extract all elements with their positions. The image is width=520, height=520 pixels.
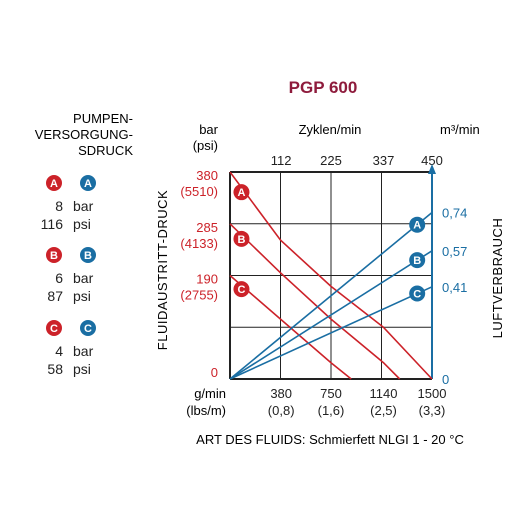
left-axis-tick-sub-label: (4133) bbox=[180, 236, 218, 251]
legend-bar-unit: bar bbox=[73, 270, 94, 286]
legend-heading-line-3: SDRUCK bbox=[78, 143, 133, 158]
chart-title: PGP 600 bbox=[289, 78, 358, 97]
top-axis-tick-label: 225 bbox=[320, 153, 342, 168]
x-axis-tick-sub-label: (1,6) bbox=[318, 403, 345, 418]
x-axis-tick-label: 1140 bbox=[370, 386, 398, 401]
x-axis-tick-sub-label: (2,5) bbox=[370, 403, 397, 418]
legend-item-b-red-marker-label: B bbox=[50, 250, 58, 262]
legend-bar-unit: bar bbox=[73, 343, 94, 359]
legend-psi-value: 58 bbox=[47, 361, 63, 377]
air-curve-a bbox=[229, 211, 433, 380]
air-curve-b-marker bbox=[409, 252, 426, 269]
legend-item-a-blue-marker-label: A bbox=[84, 178, 92, 190]
right-axis-arrow bbox=[428, 164, 436, 174]
legend-bar-value: 4 bbox=[55, 343, 63, 359]
air-curve-c bbox=[229, 286, 433, 380]
x-axis-tick-sub-label: (0,8) bbox=[268, 403, 295, 418]
left-axis-tick-sub-label: (5510) bbox=[180, 184, 218, 199]
left-axis-unit-bar: bar bbox=[199, 122, 218, 137]
left-axis-unit-psi: (psi) bbox=[193, 138, 218, 153]
legend-item-b-red-marker bbox=[46, 247, 62, 263]
left-axis-tick-label: 285 bbox=[196, 220, 218, 235]
legend-bar-value: 6 bbox=[55, 270, 63, 286]
top-axis-tick-label: 337 bbox=[373, 153, 395, 168]
x-axis-tick-label: 380 bbox=[270, 386, 292, 401]
pressure-curve-c-marker-label: C bbox=[237, 284, 245, 296]
right-axis-tick-label: 0 bbox=[442, 372, 449, 387]
legend-item-c-red-marker-label: C bbox=[50, 323, 58, 335]
pressure-curve-a-marker-label: A bbox=[237, 187, 245, 199]
x-axis-tick-sub-label: (3,3) bbox=[419, 403, 446, 418]
air-curve-a-marker-label: A bbox=[413, 220, 421, 232]
left-axis-tick-label: 380 bbox=[196, 168, 218, 183]
pressure-curve-b-marker-label: B bbox=[237, 234, 245, 246]
pressure-curve-a-marker bbox=[233, 184, 250, 201]
pressure-curve-b bbox=[229, 223, 401, 380]
right-axis-title: LUFTVERBRAUCH bbox=[490, 218, 505, 339]
fluid-type-footnote: ART DES FLUIDS: Schmierfett NLGI 1 - 20 … bbox=[196, 432, 464, 447]
pressure-curve-c bbox=[229, 274, 352, 380]
x-axis-tick-label: 1500 bbox=[418, 386, 447, 401]
left-axis-tick-label: 0 bbox=[211, 365, 218, 380]
legend-psi-unit: psi bbox=[73, 288, 91, 304]
legend-item-c-blue-marker-label: C bbox=[84, 323, 92, 335]
right-axis-tick-label: 0,57 bbox=[442, 244, 467, 259]
legend-psi-value: 116 bbox=[41, 216, 64, 232]
left-axis-tick-sub-label: (2755) bbox=[180, 288, 218, 303]
x-axis-unit-lbs: (lbs/m) bbox=[186, 403, 226, 418]
x-axis-tick-label: 750 bbox=[320, 386, 342, 401]
pressure-curve-a bbox=[229, 171, 433, 380]
air-curve-a-marker bbox=[409, 216, 426, 233]
left-axis-tick-label: 190 bbox=[196, 272, 218, 287]
pressure-curve-b-marker bbox=[233, 230, 250, 247]
legend-psi-unit: psi bbox=[73, 361, 91, 377]
chart-dynamic-layer: 112 225 337 450 380 (0,8) 750 (1,6) 1140 (2,5) 150… bbox=[41, 153, 468, 418]
legend-item-b-blue-marker-label: B bbox=[84, 250, 92, 262]
legend-item-a-blue-marker bbox=[80, 175, 96, 191]
top-axis-tick-label: 450 bbox=[421, 153, 443, 168]
legend-psi-value: 87 bbox=[47, 288, 63, 304]
legend-item-a-red-marker bbox=[46, 175, 62, 191]
top-axis-tick-label: 112 bbox=[271, 153, 292, 168]
legend-bar-value: 8 bbox=[55, 198, 63, 214]
right-axis-tick-label: 0,74 bbox=[442, 206, 467, 221]
legend-item-c-red-marker bbox=[46, 320, 62, 336]
legend-item-b-blue-marker bbox=[80, 247, 96, 263]
legend-heading-line-2: VERSORGUNG- bbox=[35, 127, 133, 142]
air-curve-c-marker bbox=[409, 285, 426, 302]
right-axis-unit: m³/min bbox=[440, 122, 480, 137]
air-curve-b-marker-label: B bbox=[413, 255, 421, 267]
air-curve-b bbox=[229, 250, 433, 380]
legend-item-a-red-marker-label: A bbox=[50, 178, 58, 190]
right-axis-tick-label: 0,41 bbox=[442, 280, 467, 295]
legend-item-c-blue-marker bbox=[80, 320, 96, 336]
legend-heading-line-1: PUMPEN- bbox=[73, 111, 133, 126]
legend-psi-unit: psi bbox=[73, 216, 91, 232]
top-axis-label: Zyklen/min bbox=[299, 122, 362, 137]
air-curve-c-marker-label: C bbox=[413, 289, 421, 301]
left-axis-title: FLUIDAUSTRITT-DRUCK bbox=[155, 190, 170, 350]
legend-bar-unit: bar bbox=[73, 198, 94, 214]
x-axis-unit-gmin: g/min bbox=[194, 386, 226, 401]
pressure-curve-c-marker bbox=[233, 281, 250, 298]
